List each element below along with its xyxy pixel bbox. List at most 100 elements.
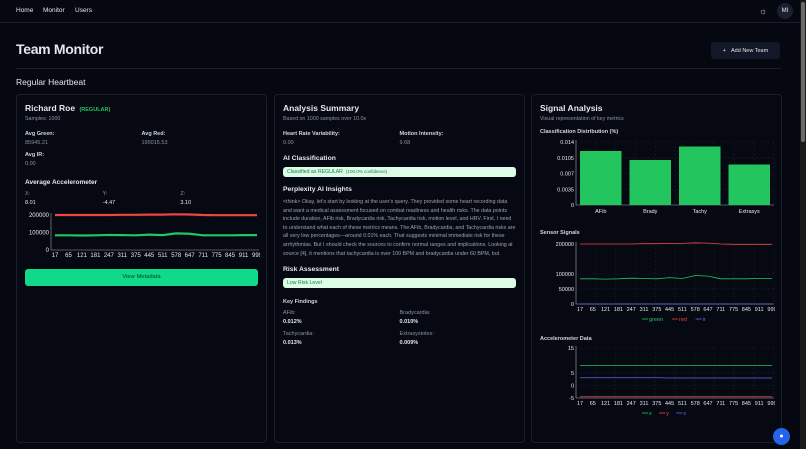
x-tick-label: 445: [665, 401, 674, 407]
person-name: Richard Roe (REGULAR): [25, 103, 258, 113]
finding-label: Bradycardia:: [399, 310, 431, 317]
accel-title: Average Accelerometer: [25, 179, 98, 186]
classification-bar-chart: 0 0.0035 0.007 0.0105 0.014 AFib Brady Tachy Ext…: [557, 140, 775, 215]
avg-ir-value: 0.00: [25, 161, 36, 167]
risk-pill: Low Risk Level: [283, 278, 516, 289]
plus-icon: +: [722, 47, 726, 54]
x-tick-label: 845: [225, 253, 236, 259]
x-label: X:: [25, 191, 31, 197]
add-team-label: Add New Team: [731, 47, 769, 54]
x-tick-label: AFib: [595, 209, 606, 215]
y-tick-label: 15: [568, 346, 574, 352]
add-team-button[interactable]: + Add New Team: [711, 42, 780, 59]
motion-label: Motion Intensity:: [399, 131, 444, 137]
classification-text: Classified as REGULAR: [287, 169, 343, 175]
legend-label-x: x: [649, 411, 652, 417]
y-label: Y:: [102, 191, 108, 197]
x-tick-label: 375: [131, 253, 142, 259]
legend-label-y: y: [666, 411, 669, 417]
avg-red-value: 195015.53: [141, 140, 168, 146]
x-tick-label: 445: [144, 253, 155, 259]
avg-ir-label: Avg IR:: [25, 152, 45, 158]
chat-icon[interactable]: ●: [773, 428, 790, 445]
y-tick-label: 0.0035: [557, 187, 574, 193]
x-tick-label: 445: [665, 307, 674, 313]
ai-classification-title: AI Classification: [283, 155, 336, 162]
x-tick-label: 311: [640, 401, 649, 407]
legend-label-z: z: [683, 411, 686, 417]
view-metadata-button[interactable]: View Metadata: [25, 269, 258, 286]
analysis-title: Analysis Summary: [283, 103, 360, 113]
hrv-label: Heart Rate Variability:: [283, 131, 340, 137]
x-tick-label: 999: [252, 253, 260, 259]
finding-afib: AFib: 0.012%: [283, 310, 400, 325]
x-tick-label: 578: [691, 307, 700, 313]
x-tick-label: 711: [198, 253, 208, 259]
samples-count: Samples: 1000: [25, 116, 61, 122]
signal-title: Signal Analysis: [540, 103, 603, 113]
nav-monitor[interactable]: Monitor: [43, 7, 65, 14]
x-tick-label: 775: [729, 401, 738, 407]
y-tick-label: 0: [46, 248, 50, 254]
finding-value: 0.013%: [283, 340, 302, 347]
avatar[interactable]: MI: [777, 3, 793, 19]
x-tick-label: 511: [678, 401, 687, 407]
series-line-red: [580, 242, 772, 245]
x-tick-label: 647: [703, 307, 712, 313]
x-tick-label: Extrasys: [739, 209, 760, 215]
finding-label: AFib:: [283, 310, 296, 317]
scrollbar-thumb[interactable]: [801, 2, 805, 142]
x-tick-label: 375: [652, 307, 661, 313]
x-tick-label: 999: [767, 307, 775, 313]
x-tick-label: 911: [755, 307, 764, 313]
finding-value: 0.010%: [399, 319, 419, 326]
x-tick-label: 511: [678, 307, 687, 313]
x-value: 8.01: [25, 200, 36, 206]
x-tick-label: 65: [590, 401, 596, 407]
mini-signal-chart: 0 100000 200000 17 65 121 181 247 311 375 445 511 57…: [29, 213, 260, 259]
y-tick-label: 100000: [29, 231, 50, 237]
x-tick-label: 247: [627, 401, 636, 407]
signal-subtitle: Visual representation of key metrics: [540, 116, 624, 122]
y-tick-label: 0.014: [560, 140, 574, 146]
x-tick-label: 65: [590, 307, 596, 313]
legend-label-ir: ir: [703, 317, 706, 323]
person-card: Richard Roe (REGULAR) Samples: 1000 Avg …: [16, 94, 267, 443]
x-tick-label: 247: [627, 307, 636, 313]
x-tick-label: 121: [77, 253, 88, 259]
confidence-text: (100.0% confidence): [345, 169, 388, 174]
motion-value: 9.68: [399, 140, 411, 146]
divider: [16, 68, 781, 69]
finding-value: 0.009%: [399, 340, 419, 347]
x-tick-label: 578: [171, 253, 182, 259]
findings-grid: AFib: 0.012% Bradycardia: 0.010% Tachycard…: [283, 310, 516, 346]
scrollbar[interactable]: [800, 0, 806, 449]
y-tick-label: 5: [571, 371, 574, 377]
bar-afib: [580, 151, 622, 205]
avg-green-label: Avg Green:: [25, 131, 55, 137]
finding-tachy: Tachycardia: 0.013%: [283, 331, 400, 346]
finding-label: Tachycardia:: [283, 331, 314, 338]
x-tick-label: 311: [640, 307, 649, 313]
risk-title: Risk Assessment: [283, 266, 340, 274]
x-tick-label: 375: [652, 401, 661, 407]
sensor-chart-title: Sensor Signals: [540, 230, 580, 236]
nav-home[interactable]: Home: [16, 7, 34, 14]
z-label: Z:: [180, 191, 186, 197]
sun-icon[interactable]: ☼: [759, 6, 768, 16]
x-tick-label: 775: [212, 253, 223, 259]
x-tick-label: 17: [577, 307, 583, 313]
section-title: Regular Heartbeat: [16, 77, 86, 87]
x-tick-label: 311: [118, 253, 128, 259]
finding-brady: Bradycardia: 0.010%: [400, 310, 517, 325]
x-tick-label: 181: [614, 401, 623, 407]
x-tick-label: 181: [614, 307, 623, 313]
x-tick-label: 647: [185, 253, 196, 259]
page-title: Team Monitor: [16, 41, 104, 57]
x-tick-label: 911: [755, 401, 764, 407]
sensor-signal-chart: 0 50000 100000 200000 17 65 121 181 247 311 375 445…: [556, 242, 775, 323]
x-tick-label: 845: [742, 307, 751, 313]
y-tick-label: 0.0105: [557, 156, 574, 162]
status-badge: (REGULAR): [79, 107, 111, 113]
nav-users[interactable]: Users: [75, 7, 92, 14]
